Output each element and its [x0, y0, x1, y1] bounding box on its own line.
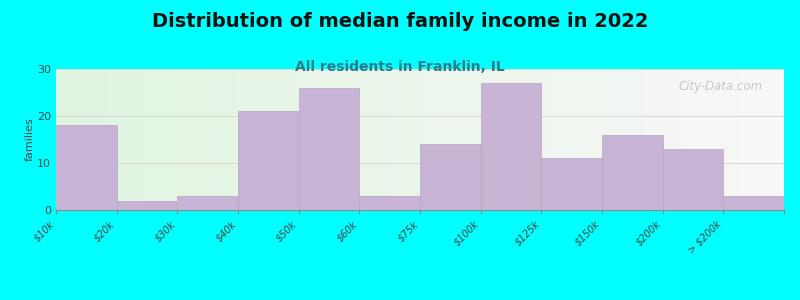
- Bar: [298, 88, 359, 210]
- Bar: [238, 111, 298, 210]
- Bar: [481, 83, 542, 210]
- Bar: [723, 196, 784, 210]
- Text: All residents in Franklin, IL: All residents in Franklin, IL: [295, 60, 505, 74]
- Bar: [420, 144, 481, 210]
- Bar: [662, 149, 723, 210]
- Text: Distribution of median family income in 2022: Distribution of median family income in …: [152, 12, 648, 31]
- Y-axis label: families: families: [24, 118, 34, 161]
- Text: City-Data.com: City-Data.com: [678, 80, 762, 93]
- Bar: [602, 135, 662, 210]
- Bar: [117, 201, 178, 210]
- Bar: [359, 196, 420, 210]
- Bar: [542, 158, 602, 210]
- Bar: [178, 196, 238, 210]
- Bar: [56, 125, 117, 210]
